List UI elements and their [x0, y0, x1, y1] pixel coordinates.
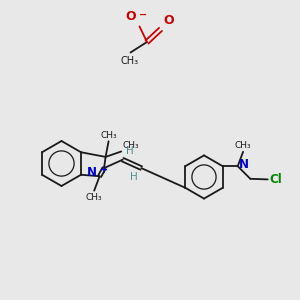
Text: +: +: [100, 165, 108, 175]
Text: CH₃: CH₃: [123, 141, 140, 150]
Text: CH₃: CH₃: [100, 130, 117, 140]
Text: Cl: Cl: [269, 173, 282, 187]
Text: O: O: [163, 14, 173, 27]
Text: N: N: [87, 166, 97, 178]
Text: O: O: [125, 10, 136, 23]
Text: N: N: [239, 158, 249, 172]
Text: CH₃: CH₃: [235, 141, 251, 150]
Text: CH₃: CH₃: [121, 56, 139, 66]
Text: H: H: [130, 172, 138, 182]
Text: CH₃: CH₃: [85, 193, 102, 202]
Text: H: H: [126, 146, 134, 156]
Text: −: −: [139, 10, 147, 20]
